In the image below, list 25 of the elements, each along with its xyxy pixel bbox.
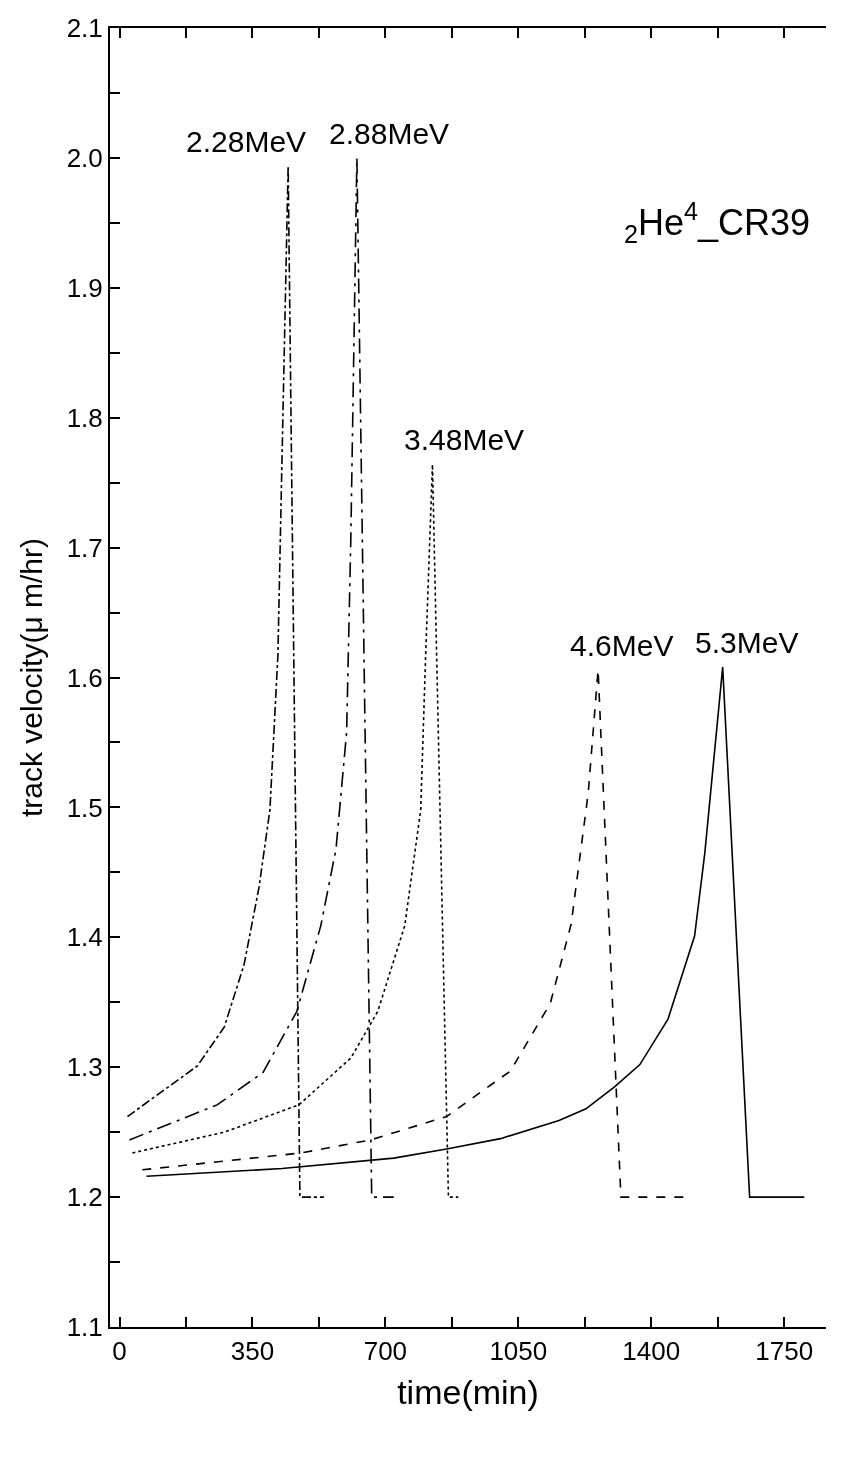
annotation: 4.6MeV [570, 629, 674, 662]
y-tick-label: 1.8 [66, 402, 103, 433]
x-axis-title: time(min) [397, 1373, 539, 1411]
x-tick-label: 700 [363, 1336, 408, 1367]
x-tick-label: 1400 [622, 1336, 681, 1367]
y-tick-label: 1.5 [66, 792, 103, 823]
y-tick-label: 1.9 [66, 272, 103, 303]
y-tick-label: 1.3 [66, 1052, 103, 1083]
annotation: 5.3MeV [695, 626, 799, 659]
y-tick-label: 1.2 [66, 1182, 103, 1213]
y-tick-label: 1.6 [66, 662, 103, 693]
y-axis-title: track velocity(μ m/hr) [15, 538, 49, 817]
annotation: $_{2}$He$^{4}$_CR39 [624, 197, 811, 248]
annotation: 2.28MeV [186, 125, 307, 158]
annotation: 2.88MeV [329, 117, 450, 150]
y-tick-label: 1.4 [66, 922, 103, 953]
annotation: 3.48MeV [404, 423, 525, 456]
x-tick-label: 1750 [755, 1336, 814, 1367]
x-tick-label: 350 [230, 1336, 275, 1367]
x-tick-label: 0 [112, 1336, 127, 1367]
y-tick-label: 1.1 [66, 1312, 103, 1343]
y-tick-label: 1.7 [66, 532, 103, 563]
y-tick-label: 2.0 [66, 143, 103, 173]
x-tick-label: 1050 [489, 1336, 548, 1367]
y-tick-label: 2.1 [66, 13, 103, 44]
